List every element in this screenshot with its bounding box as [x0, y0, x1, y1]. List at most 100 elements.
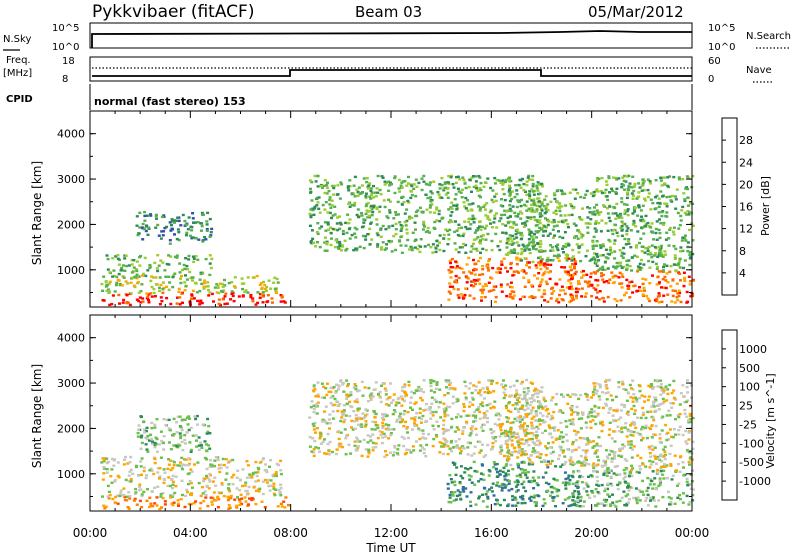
echo-cell: [203, 490, 207, 493]
freq-tick-top: 18: [62, 56, 75, 67]
echo-cell: [626, 410, 630, 413]
echo-cell: [640, 189, 644, 192]
echo-cell: [586, 222, 590, 225]
echo-cell: [240, 497, 244, 500]
echo-cell: [431, 243, 435, 246]
echo-cell: [467, 220, 471, 224]
echo-cell: [468, 227, 472, 230]
echo-cell: [581, 449, 585, 452]
echo-cell: [478, 282, 482, 285]
echo-cell: [600, 219, 604, 222]
echo-cell: [620, 234, 624, 237]
echo-cell: [206, 211, 210, 215]
echo-cell: [136, 431, 140, 435]
echo-cell: [106, 484, 110, 488]
echo-cell: [175, 256, 179, 259]
station-title: Pykkvibaer (fitACF): [92, 2, 254, 22]
echo-cell: [448, 405, 452, 409]
echo-cell: [474, 419, 478, 422]
echo-cell: [448, 387, 452, 391]
echo-cell: [463, 471, 467, 474]
echo-cell: [634, 225, 638, 228]
echo-cell: [607, 238, 611, 242]
echo-cell: [594, 488, 598, 491]
echo-cell: [390, 183, 393, 186]
echo-cell: [375, 218, 379, 221]
echo-cell: [508, 401, 511, 404]
echo-cell: [193, 463, 196, 466]
echo-cell: [180, 292, 184, 295]
echo-cell: [279, 300, 283, 303]
echo-cell: [494, 182, 497, 185]
echo-cell: [107, 497, 111, 500]
echo-cell: [574, 448, 578, 451]
echo-cell: [136, 233, 140, 237]
echo-cell: [515, 474, 519, 478]
echo-cell: [594, 392, 598, 395]
echo-cell: [124, 478, 128, 482]
echo-cell: [397, 213, 400, 216]
echo-cell: [674, 207, 678, 210]
echo-cell: [178, 303, 182, 306]
echo-cell: [336, 404, 340, 407]
echo-cell: [547, 271, 551, 274]
echo-cell: [487, 290, 491, 293]
echo-cell: [546, 408, 549, 411]
echo-cell: [577, 397, 581, 401]
echo-cell: [594, 451, 598, 455]
echo-cell: [165, 418, 169, 422]
echo-cell: [638, 266, 642, 269]
echo-cell: [432, 211, 436, 214]
echo-cell: [136, 275, 140, 278]
echo-cell: [651, 260, 655, 264]
echo-cell: [199, 272, 203, 276]
echo-cell: [502, 483, 506, 486]
ytick-label: 2000: [57, 218, 85, 231]
echo-cell: [145, 499, 149, 502]
echo-cell: [217, 463, 221, 467]
echo-cell: [279, 469, 283, 472]
echo-cell: [238, 500, 242, 503]
echo-cell: [645, 496, 649, 500]
echo-cell: [167, 418, 171, 422]
echo-cell: [538, 283, 542, 286]
echo-cell: [381, 241, 385, 244]
echo-cell: [632, 393, 636, 396]
echo-cell: [596, 480, 600, 483]
echo-cell: [329, 390, 333, 394]
echo-cell: [527, 207, 531, 210]
echo-cell: [490, 277, 494, 280]
echo-cell: [370, 208, 374, 211]
echo-cell: [122, 276, 126, 279]
echo-cell: [455, 466, 459, 469]
echo-cell: [686, 245, 690, 249]
echo-cell: [665, 399, 669, 402]
echo-cell: [477, 391, 481, 395]
echo-cell: [636, 289, 640, 292]
echo-cell: [213, 286, 217, 289]
echo-cell: [501, 470, 505, 474]
echo-cell: [555, 392, 559, 396]
echo-cell: [595, 240, 599, 243]
echo-cell: [445, 380, 449, 384]
echo-cell: [435, 219, 439, 222]
echo-cell: [312, 451, 316, 454]
echo-cell: [144, 436, 148, 439]
echo-cell: [175, 237, 179, 241]
echo-cell: [331, 395, 335, 398]
echo-cell: [657, 211, 661, 214]
echo-cell: [146, 295, 150, 298]
echo-cell: [519, 204, 523, 208]
echo-cell: [628, 486, 632, 489]
echo-cell: [437, 209, 441, 213]
echo-cell: [216, 496, 219, 499]
echo-cell: [108, 303, 112, 307]
echo-cell: [601, 243, 605, 246]
echo-cell: [150, 469, 154, 472]
echo-cell: [538, 255, 542, 259]
echo-cell: [128, 470, 132, 473]
nsky-tick-top: 10^5: [52, 23, 79, 34]
echo-cell: [527, 228, 531, 231]
echo-cell: [209, 266, 213, 270]
echo-cell: [389, 451, 393, 454]
